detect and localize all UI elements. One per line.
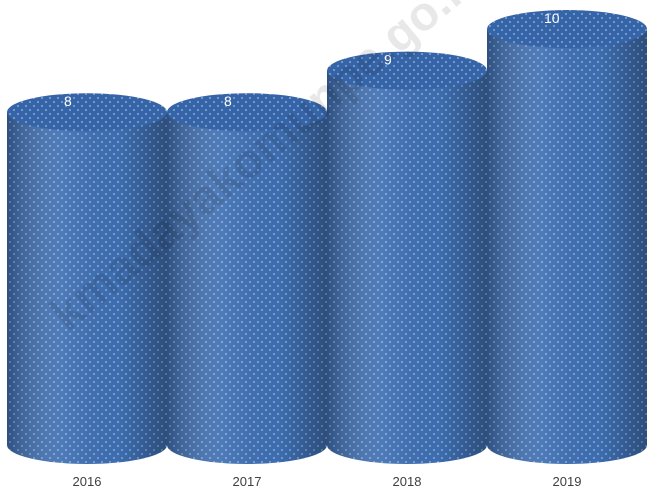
x-tick-label-2017: 2017 [233,474,262,489]
bars-group [7,10,647,464]
cylinder-top-texture [487,10,647,48]
cylinder-body-shading [167,112,327,464]
data-label-2018: 9 [384,52,392,68]
x-tick-label-2018: 2018 [393,474,422,489]
cylinder-top-texture [327,51,487,90]
cylinder-bar-2016 [7,93,167,464]
cylinder-body-shading [7,112,167,464]
data-label-2016: 8 [64,93,72,109]
cylinder-body-shading [327,70,487,464]
x-tick-label-2019: 2019 [553,474,582,489]
x-tick-label-2016: 2016 [73,474,102,489]
cylinder-top-texture [7,93,167,132]
cylinder-bar-2019 [487,10,647,464]
cylinder-bar-2017 [167,93,327,464]
labels-group: 8 2016 8 2017 9 2018 10 2019 [64,10,581,489]
cylinder-bar-2018 [327,51,487,464]
cylinder-top-texture [167,93,327,132]
data-label-2019: 10 [544,10,560,26]
data-label-2017: 8 [224,93,232,109]
cylinder-body-shading [487,29,647,464]
